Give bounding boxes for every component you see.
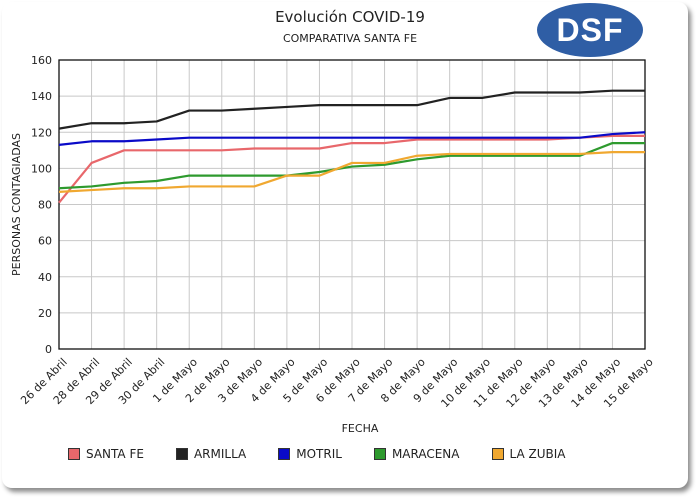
y-tick-label: 160 (31, 54, 52, 67)
y-tick-label: 20 (38, 307, 52, 320)
chart-legend: SANTA FE ARMILLA MOTRIL MARACENA LA ZUBIA (68, 447, 597, 461)
legend-item: MARACENA (373, 447, 460, 461)
legend-swatch (491, 448, 504, 460)
chart-title: Evolución COVID-19 (275, 8, 425, 26)
series-line-la-zubia (58, 151, 645, 193)
legend-swatch (278, 448, 291, 460)
legend-label: MARACENA (391, 447, 460, 461)
y-tick-label: 140 (31, 90, 52, 103)
legend-label: ARMILLA (193, 447, 247, 461)
series-line-maracena (58, 141, 645, 190)
series-line-motril (58, 131, 646, 146)
y-tick-label: 100 (31, 162, 52, 175)
legend-label: LA ZUBIA (509, 447, 566, 461)
legend-swatch (373, 448, 386, 460)
dsf-logo: DSF (537, 3, 643, 57)
y-tick-label: 0 (45, 343, 52, 356)
legend-item: ARMILLA (175, 447, 247, 461)
legend-item: LA ZUBIA (491, 447, 566, 461)
legend-swatch (68, 448, 80, 460)
plot-frame (58, 59, 646, 350)
y-tick-label: 120 (31, 126, 52, 139)
chart-subtitle: COMPARATIVA SANTA FE (282, 32, 418, 45)
x-axis-label: FECHA (342, 422, 379, 435)
y-axis-label: PERSONAS CONTAGIADAS (10, 133, 23, 276)
legend-item: SANTA FE (68, 447, 144, 461)
legend-swatch (175, 448, 188, 460)
legend-label: MOTRIL (296, 447, 342, 461)
legend-item: MOTRIL (278, 447, 342, 461)
y-tick-label: 60 (38, 235, 52, 248)
series-line-santa-fe (58, 134, 645, 204)
series-line-armilla (58, 89, 645, 130)
y-tick-label: 40 (38, 271, 52, 284)
y-tick-label: 80 (38, 199, 52, 212)
chart-card (2, 2, 688, 488)
legend-label: SANTA FE (86, 447, 144, 461)
